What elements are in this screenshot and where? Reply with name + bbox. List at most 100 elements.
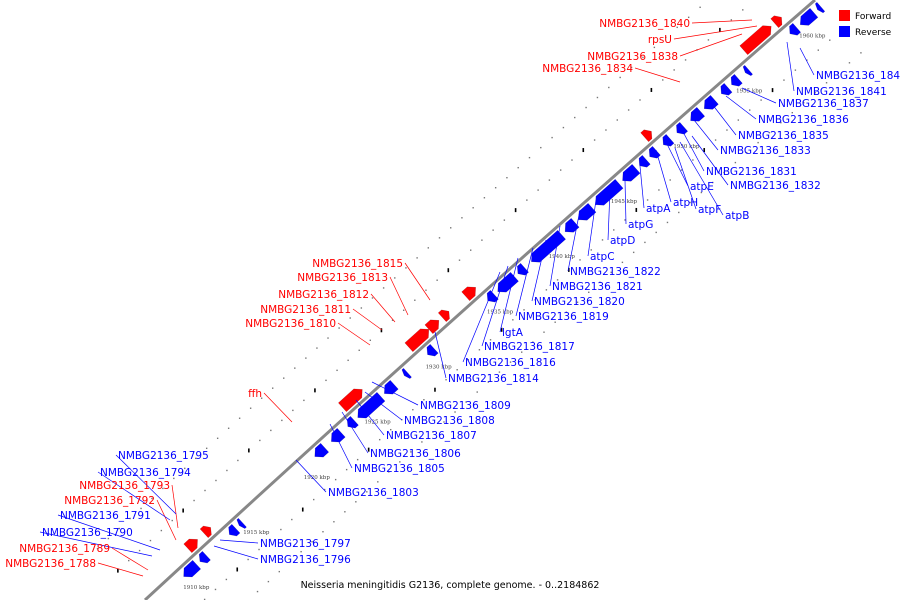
track-dot [814, 92, 816, 94]
tick-label: 1960 kbp [799, 34, 826, 40]
track-dot [461, 217, 463, 219]
label-leader-line [295, 459, 327, 493]
label-leader-line [799, 47, 815, 76]
label-leader-line [434, 331, 447, 379]
track-dot [325, 379, 327, 382]
label-leader-line [481, 265, 509, 347]
track-dot [182, 508, 184, 513]
forward-gene-arrow [739, 25, 772, 56]
track-dot [425, 289, 427, 291]
forward-gene-arrow [183, 538, 198, 554]
track-dot [338, 327, 340, 329]
label-leader-line [97, 471, 171, 521]
track-dot [562, 126, 565, 129]
track-dot [118, 527, 120, 530]
track-dot [662, 79, 664, 81]
track-dot [204, 489, 206, 492]
track-dot [590, 249, 592, 251]
gene-label: NMBG2136_1809 [420, 400, 511, 412]
track-dot [506, 176, 508, 179]
label-leader-line [341, 411, 369, 454]
reverse-gene-arrow [638, 154, 651, 168]
track-dot [236, 567, 239, 572]
track-dot [780, 121, 782, 124]
label-leader-line [111, 547, 149, 571]
track-dot [380, 328, 383, 333]
track-dot [311, 541, 313, 543]
label-leader-line [681, 129, 705, 172]
label-leader-line [371, 381, 419, 406]
gene-label: NMBG2136_1806 [370, 448, 461, 460]
reverse-gene-arrow [198, 550, 211, 564]
track-dot [129, 517, 131, 520]
tick-label: 1945 kbp [611, 199, 638, 205]
track-dot [723, 171, 725, 174]
track-dot [447, 268, 450, 273]
track-dot [545, 289, 548, 291]
track-dot [358, 349, 360, 352]
track-dot [117, 568, 119, 573]
reverse-gene-arrow [742, 64, 754, 77]
track-dot [271, 387, 274, 389]
track-dot [305, 357, 307, 359]
track-dot [817, 49, 819, 51]
track-dot [610, 271, 612, 274]
gene-label: NMBG2136_1840 [599, 18, 690, 30]
track-dot [334, 478, 337, 481]
track-dot [585, 106, 587, 109]
legend-forward-swatch [839, 10, 850, 21]
label-leader-line [567, 209, 581, 272]
track-dot [481, 239, 483, 241]
track-dot [567, 267, 570, 272]
track-dot [630, 66, 633, 69]
label-leader-line [462, 271, 501, 363]
gene-label: NMBG2136_1822 [570, 266, 661, 278]
track-dot [605, 129, 607, 131]
track-dot [184, 467, 186, 470]
track-dot [487, 381, 490, 383]
gene-label: NMBG2136_1794 [100, 467, 191, 479]
track-dot [588, 291, 590, 293]
track-dot [646, 199, 649, 201]
track-dot [226, 469, 228, 472]
track-dot [238, 417, 241, 419]
track-dot [314, 388, 316, 393]
track-dot [517, 166, 519, 169]
label-leader-line [624, 179, 627, 225]
forward-gene-arrow [461, 286, 476, 302]
track-dot [456, 369, 458, 371]
track-dot [624, 219, 626, 221]
track-dot [692, 159, 694, 161]
reverse-gene-arrow [690, 106, 706, 122]
track-dot [151, 497, 153, 500]
track-dot [390, 428, 392, 431]
gene-label: atpD [610, 235, 635, 247]
reverse-gene-arrow [720, 82, 733, 96]
track-dot [644, 241, 646, 244]
track-dot [322, 531, 324, 533]
track-dot [540, 146, 542, 149]
gene-label: NMBG2136_1841 [796, 86, 887, 98]
track-dot [391, 319, 394, 321]
gene-label: NMBG2136_1833 [720, 145, 811, 157]
label-leader-line [355, 399, 385, 436]
track-dot [676, 26, 678, 29]
tick-label: 1950 kbp [673, 144, 700, 150]
track-dot [347, 359, 349, 362]
label-leader-line [679, 141, 724, 216]
track-dot [860, 52, 862, 54]
track-dot [526, 199, 528, 201]
label-leader-line [655, 149, 672, 203]
track-dot [454, 411, 456, 413]
track-dot [760, 99, 762, 101]
track-dot [771, 88, 774, 93]
track-dot [498, 371, 501, 373]
track-dot [412, 408, 414, 411]
label-leader-line [634, 67, 681, 83]
track-dot [289, 560, 291, 563]
gene-label: NMBG2136_1815 [312, 258, 403, 270]
track-dot [601, 239, 604, 241]
track-dot [689, 201, 691, 204]
gene-label: NMBG2136_1842 [816, 70, 900, 82]
